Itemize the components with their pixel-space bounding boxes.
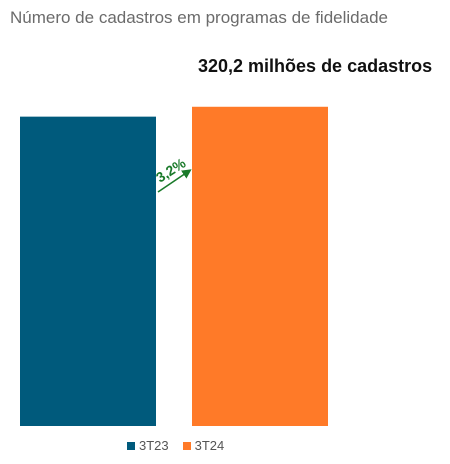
bar-3t24 bbox=[192, 106, 328, 427]
chart-title: Número de cadastros em programas de fide… bbox=[10, 8, 388, 27]
legend-item-3t24: 3T24 bbox=[182, 438, 225, 453]
growth-label: 3,2% bbox=[153, 154, 189, 185]
legend-swatch-3t24 bbox=[182, 441, 191, 450]
chart-subtitle: 320,2 milhões de cadastros bbox=[198, 56, 433, 76]
chart-legend: 3T23 3T24 bbox=[127, 438, 224, 453]
legend-swatch-3t23 bbox=[127, 441, 135, 450]
legend-item-3t23: 3T23 bbox=[127, 438, 169, 453]
legend-label-3t24: 3T24 bbox=[194, 438, 225, 453]
legend-label-3t23: 3T23 bbox=[139, 438, 169, 453]
growth-arrow bbox=[157, 169, 192, 193]
bar-3t23 bbox=[20, 116, 156, 426]
